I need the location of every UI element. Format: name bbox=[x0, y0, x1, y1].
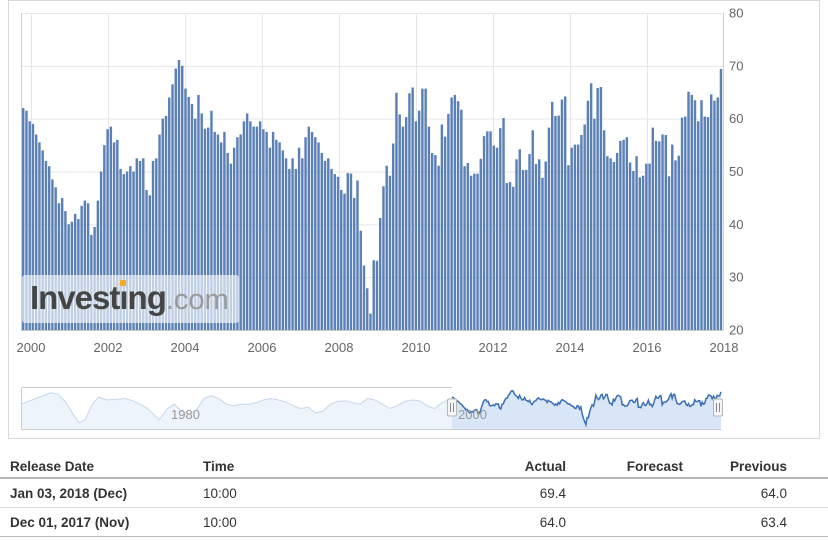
navigator-unselected-area[interactable] bbox=[21, 392, 453, 429]
table-header-row: Release Date Time Actual Forecast Previo… bbox=[0, 455, 828, 479]
svg-text:2014: 2014 bbox=[556, 340, 585, 355]
header-actual: Actual bbox=[524, 458, 566, 474]
header-release-date: Release Date bbox=[10, 458, 95, 474]
y-axis-labels: 80 70 60 50 40 30 20 bbox=[729, 6, 743, 338]
header-time: Time bbox=[203, 458, 235, 474]
svg-text:40: 40 bbox=[729, 217, 743, 232]
header-forecast: Forecast bbox=[626, 458, 683, 474]
cell-time: 10:00 bbox=[203, 514, 237, 530]
logo-tld: .com bbox=[165, 284, 229, 316]
svg-text:2006: 2006 bbox=[248, 340, 277, 355]
cell-previous: 64.0 bbox=[760, 485, 787, 501]
cell-previous: 63.4 bbox=[760, 514, 787, 530]
navigator-year-label: 2000 bbox=[458, 407, 487, 422]
svg-text:2000: 2000 bbox=[17, 340, 46, 355]
cell-release-date: Jan 03, 2018 (Dec) bbox=[10, 485, 128, 501]
gridlines bbox=[21, 13, 724, 331]
logo-orange-dot-icon bbox=[120, 280, 127, 286]
navigator[interactable]: 1980 2000 bbox=[20, 387, 723, 430]
svg-text:2018: 2018 bbox=[710, 340, 739, 355]
svg-text:20: 20 bbox=[729, 323, 743, 338]
navigator-handle-left[interactable] bbox=[447, 398, 457, 417]
svg-text:50: 50 bbox=[729, 164, 743, 179]
bars-series bbox=[22, 60, 723, 331]
svg-text:2002: 2002 bbox=[94, 340, 123, 355]
chart-widget: 80 70 60 50 40 30 20 2000 2002 2004 2006 2008 2010 20… bbox=[8, 0, 820, 439]
svg-text:2004: 2004 bbox=[171, 340, 200, 355]
svg-text:2012: 2012 bbox=[479, 340, 508, 355]
header-previous: Previous bbox=[729, 458, 787, 474]
table-row: Jan 03, 2018 (Dec) 10:00 69.4 64.0 bbox=[0, 479, 828, 508]
svg-text:70: 70 bbox=[729, 58, 743, 73]
svg-text:30: 30 bbox=[729, 270, 743, 285]
cell-release-date: Dec 01, 2017 (Nov) bbox=[10, 514, 130, 530]
cell-time: 10:00 bbox=[203, 485, 237, 501]
investing-watermark: Investı ng.com bbox=[22, 275, 239, 323]
navigator-handle-right[interactable] bbox=[713, 398, 723, 417]
svg-text:60: 60 bbox=[729, 111, 743, 126]
svg-text:2010: 2010 bbox=[402, 340, 431, 355]
logo-part-ng: ng bbox=[127, 279, 167, 316]
cell-actual: 64.0 bbox=[539, 514, 566, 530]
svg-text:2008: 2008 bbox=[325, 340, 354, 355]
navigator-year-label: 1980 bbox=[171, 407, 200, 422]
svg-text:2016: 2016 bbox=[633, 340, 662, 355]
logo-text: Investı ng bbox=[30, 279, 167, 316]
logo-part-invest: Invest bbox=[30, 279, 120, 316]
releases-table: Release Date Time Actual Forecast Previo… bbox=[0, 455, 828, 537]
svg-text:80: 80 bbox=[729, 6, 743, 21]
x-axis-labels: 2000 2002 2004 2006 2008 2010 2012 2014 2016 2018 bbox=[17, 340, 739, 355]
navigator-selected-area[interactable] bbox=[452, 390, 721, 429]
cell-actual: 69.4 bbox=[539, 485, 566, 501]
table-row: Dec 01, 2017 (Nov) 10:00 64.0 63.4 bbox=[0, 508, 828, 537]
logo-part-i: ı bbox=[119, 279, 128, 316]
